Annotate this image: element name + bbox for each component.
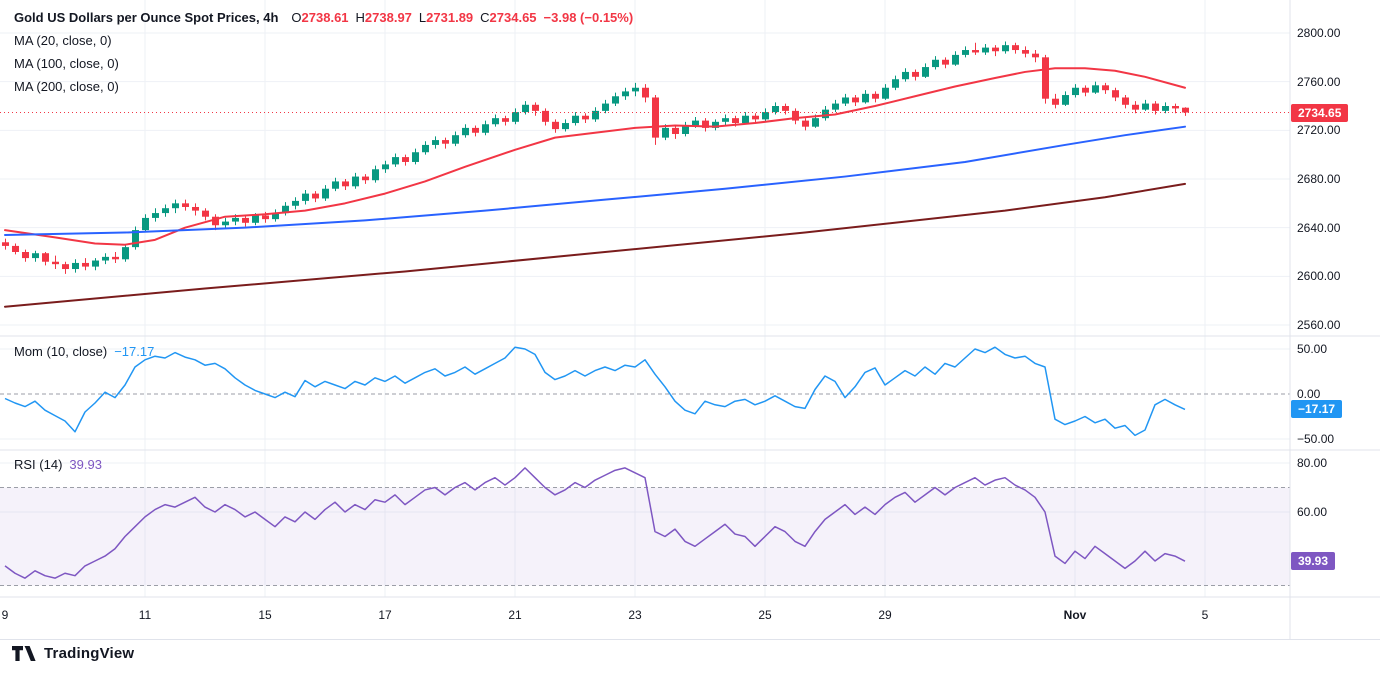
- overlay-line: [4, 125, 1186, 236]
- overlay-line: [4, 182, 1186, 308]
- momentum-badge: −17.17: [1291, 400, 1343, 419]
- momentum-value: −17.17: [114, 344, 155, 359]
- price-tick-label: 2720.00: [1297, 123, 1341, 138]
- candles: [2, 41, 1189, 274]
- grid: [0, 0, 1290, 597]
- ma200-legend: MA (200, close, 0): [14, 79, 119, 94]
- time-tick-label: 17: [378, 608, 392, 622]
- price-tick-label: 50.00: [1297, 342, 1328, 356]
- close-value: 2734.65: [489, 10, 537, 25]
- price-tick-label: 0.00: [1297, 387, 1321, 401]
- ma20-legend: MA (20, close, 0): [14, 33, 112, 48]
- footer: TradingView: [12, 645, 134, 662]
- time-tick-label: 23: [628, 608, 642, 622]
- rsi-value: 39.93: [69, 457, 102, 472]
- price-tick-label: 2640.00: [1297, 220, 1341, 235]
- price-axis[interactable]: 2800.00 2760.00 2720.00 2680.00 2640.00 2600.…: [1290, 0, 1380, 640]
- price-tick-label: 2680.00: [1297, 172, 1341, 186]
- time-axis[interactable]: 9 11 15 17 21 23 25 29 Nov 5: [0, 597, 1290, 640]
- tradingview-wordmark: TradingView: [44, 645, 135, 662]
- time-tick-label: 9: [1, 608, 9, 622]
- high-label: H: [355, 10, 365, 25]
- rsi-legend: RSI (14) 39.93: [14, 457, 102, 472]
- time-tick-label: Nov: [1063, 608, 1087, 622]
- time-tick-label: 11: [138, 608, 152, 622]
- price-tick-label: 2560.00: [1297, 318, 1341, 332]
- price-tick-label: 2800.00: [1297, 26, 1341, 40]
- time-tick-label: 5: [1201, 608, 1209, 622]
- rsi-band: [0, 487, 1290, 586]
- price-tick-label: 80.00: [1297, 456, 1328, 470]
- chart-canvas[interactable]: [0, 0, 1380, 640]
- price-tick-label: 2760.00: [1297, 74, 1341, 89]
- open-value: 2738.61: [301, 10, 349, 25]
- rsi-line: [4, 467, 1186, 579]
- chart-svg[interactable]: [0, 0, 1380, 640]
- time-tick-label: 21: [508, 608, 522, 622]
- close-label: C: [480, 10, 490, 25]
- price-tick-label: 60.00: [1297, 505, 1328, 519]
- last-price-badge: 2734.65: [1291, 103, 1349, 122]
- rsi-badge: 39.93: [1291, 552, 1336, 571]
- main-legend: Gold US Dollars per Ounce Spot Prices, 4…: [14, 10, 633, 94]
- ma100-legend: MA (100, close, 0): [14, 56, 119, 71]
- momentum-line: [4, 346, 1186, 437]
- rsi-label: RSI (14): [14, 457, 63, 472]
- time-tick-label: 15: [258, 608, 272, 622]
- high-value: 2738.97: [364, 10, 412, 25]
- change-value: −3.98 (−0.15%): [543, 10, 634, 25]
- tradingview-icon: [12, 645, 36, 661]
- overlay-line: [4, 67, 1186, 246]
- momentum-label: Mom (10, close): [14, 344, 108, 359]
- price-tick-label: −50.00: [1297, 432, 1335, 446]
- symbol-title: Gold US Dollars per Ounce Spot Prices, 4…: [14, 10, 279, 25]
- time-tick-label: 29: [878, 608, 892, 622]
- time-tick-label: 25: [758, 608, 772, 622]
- open-label: O: [291, 10, 302, 25]
- price-tick-label: 2600.00: [1297, 269, 1341, 284]
- tradingview-logo[interactable]: TradingView: [12, 645, 134, 662]
- low-label: L: [418, 10, 427, 25]
- low-value: 2731.89: [426, 10, 474, 25]
- momentum-legend: Mom (10, close) −17.17: [14, 344, 154, 359]
